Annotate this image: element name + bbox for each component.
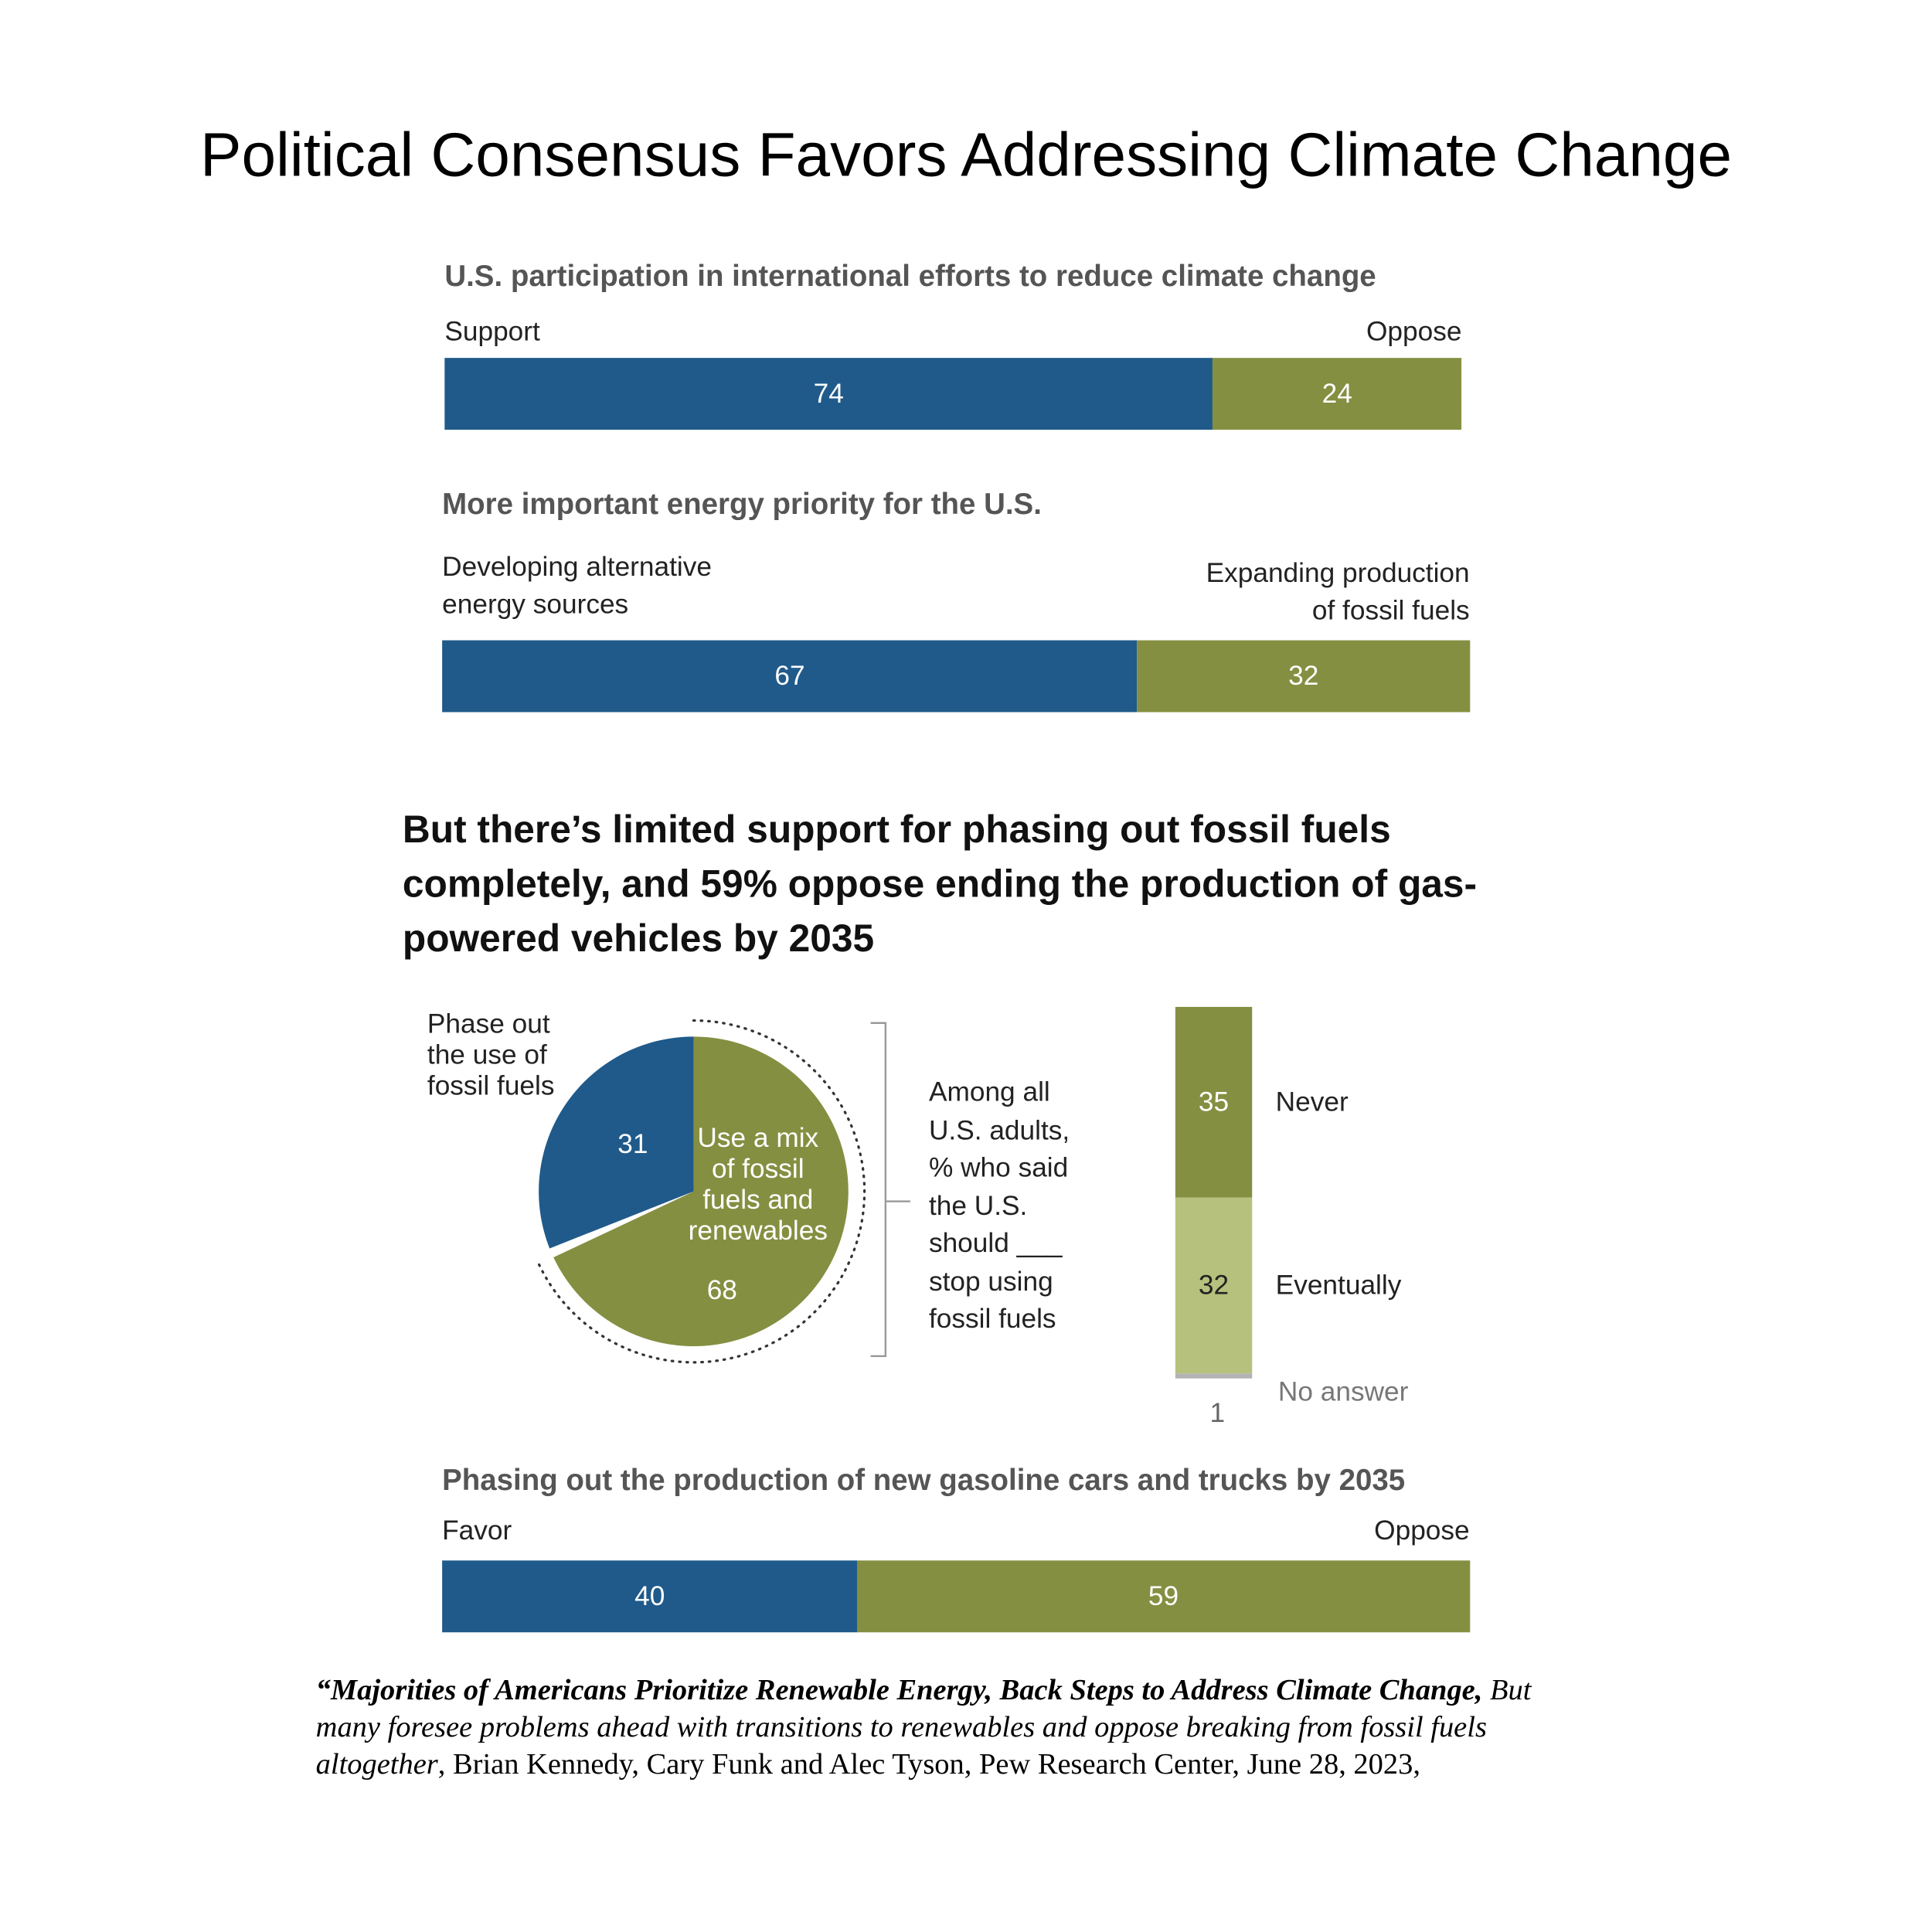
value-label: 35 (1198, 1086, 1230, 1117)
value-label: 1 (1209, 1396, 1226, 1428)
slice-value: 31 (617, 1128, 648, 1160)
legend-label: No answer (1277, 1376, 1409, 1407)
chart-title: U.S. participation in international effo… (444, 260, 1376, 294)
column-segment (1175, 1372, 1253, 1379)
citation-title: “Majorities of Americans Prioritize Rene… (315, 1674, 1483, 1707)
slice-label: Use a mix of fossil fuels and renewables (688, 1121, 828, 1247)
column-segment (1175, 1006, 1253, 1199)
legend-label: Favor (442, 1514, 512, 1546)
slice-value: 68 (706, 1274, 737, 1306)
chart-title: More important energy priority for the U… (442, 488, 1042, 522)
bar-segment (1137, 640, 1470, 713)
headline: But there’s limited support for phasing … (402, 807, 1478, 961)
value-label: 32 (1288, 660, 1319, 692)
legend-label: Developing alternative energy sources (442, 551, 713, 620)
legend-label: Support (444, 315, 540, 347)
value-label: 67 (774, 660, 805, 692)
value-label: 32 (1198, 1269, 1230, 1301)
page-title: Political Consensus Favors Addressing Cl… (200, 120, 1733, 190)
bracket (870, 1022, 910, 1358)
legend-label: Never (1275, 1086, 1349, 1117)
legend-label: Oppose (1374, 1514, 1470, 1546)
bar-segment (857, 1560, 1470, 1633)
value-label: 59 (1148, 1580, 1179, 1611)
column-segment (1175, 1198, 1253, 1373)
pie-slice (553, 1036, 849, 1347)
bar-segment (444, 358, 1213, 430)
chart-title: Phasing out the production of new gasoli… (442, 1464, 1406, 1498)
legend-label: Eventually (1275, 1269, 1402, 1301)
value-label: 74 (813, 377, 844, 409)
citation-source: , Brian Kennedy, Cary Funk and Alec Tyso… (437, 1748, 1420, 1781)
value-label: 24 (1321, 377, 1352, 409)
pie-slice (539, 1036, 694, 1249)
value-label: 40 (634, 1580, 665, 1611)
bar-segment (442, 1560, 858, 1633)
legend-label: Oppose (1366, 315, 1462, 347)
bar-segment (442, 640, 1138, 713)
dotted-arc (537, 1019, 866, 1364)
citation-subtitle: But many foresee problems ahead with tra… (315, 1674, 1532, 1781)
bar-segment (1213, 358, 1462, 430)
slice-label: Phase out the use of fossil fuels (427, 1008, 555, 1101)
annotation: Among all U.S. adults, % who said the U.… (928, 1076, 1070, 1335)
citation: “Majorities of Americans Prioritize Rene… (316, 1672, 1567, 1784)
legend-label: Expanding production of fossil fuels (1206, 557, 1470, 626)
